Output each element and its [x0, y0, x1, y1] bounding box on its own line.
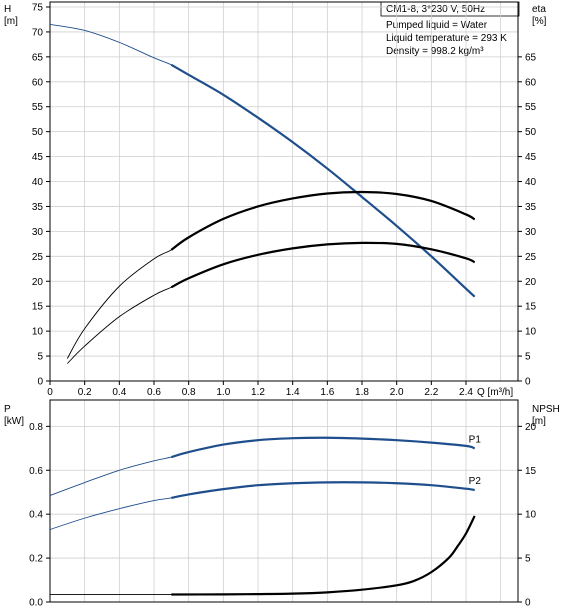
right-tick-label: 60	[525, 77, 537, 88]
left-tick-label: 0.4	[29, 510, 43, 521]
right-tick-label: 35	[525, 202, 537, 213]
left-tick-label: 75	[32, 2, 44, 13]
eta-axis-unit: [%]	[532, 16, 547, 27]
p-axis-label: P	[4, 404, 11, 415]
npsh-axis-unit: [m]	[532, 416, 546, 427]
x-tick-label: 0.6	[147, 387, 161, 398]
x-tick-label: 2.0	[390, 387, 404, 398]
right-tick-label: 40	[525, 177, 537, 188]
right-tick-label: 65	[525, 52, 537, 63]
liquid-label: Pumped liquid = Water	[386, 20, 488, 31]
left-tick-label: 35	[32, 202, 44, 213]
right-tick-label: 10	[525, 510, 537, 521]
curve-series-0-0	[49, 23, 475, 298]
left-tick-label: 0	[37, 377, 43, 388]
curve-operating-range-series-0-1	[170, 190, 476, 251]
right-tick-label: 0	[525, 377, 531, 388]
eta-axis-label: eta	[532, 4, 546, 15]
h-axis-unit: [m]	[4, 16, 18, 27]
right-tick-label: 30	[525, 227, 537, 238]
left-tick-label: 70	[32, 27, 44, 38]
right-tick-label: 10	[525, 327, 537, 338]
left-tick-label: 45	[32, 152, 44, 163]
curve-p2	[49, 481, 475, 530]
x-tick-label: 2.4	[459, 387, 473, 398]
curve-series-0-1	[66, 191, 475, 359]
right-tick-label: 5	[525, 554, 531, 565]
info-box: CM1-8, 3*230 V, 50Hz Pumped liquid = Wat…	[380, 1, 520, 57]
x-tick-label: 1.4	[286, 387, 300, 398]
right-tick-label: 50	[525, 127, 537, 138]
x-tick-label: 0.4	[112, 387, 126, 398]
left-tick-label: 60	[32, 77, 44, 88]
right-tick-label: 55	[525, 102, 537, 113]
x-tick-label: 0	[47, 387, 53, 398]
left-tick-label: 25	[32, 252, 44, 263]
x-tick-label: 0.2	[78, 387, 92, 398]
curve-series-0-2	[67, 242, 475, 364]
right-tick-label: 0	[525, 598, 531, 609]
curve-p1	[49, 437, 475, 496]
q-axis-label: Q [m³/h]	[477, 387, 513, 398]
p-axis-unit: [kW]	[4, 416, 24, 427]
left-tick-label: 10	[32, 327, 44, 338]
right-tick-label: 5	[525, 352, 531, 363]
series-label-p1: P1	[469, 434, 482, 445]
left-tick-label: 65	[32, 52, 44, 63]
product-label: CM1-8, 3*230 V, 50Hz	[386, 4, 485, 15]
h-axis-label: H	[4, 4, 11, 15]
curve-operating-range-series-0-2	[170, 241, 476, 289]
power-npsh-plot: 0.0 0.2 0.4 0.6 0.8 0 5 10 15 20 P1 P2	[29, 399, 537, 609]
x-tick-label: 1.0	[216, 387, 230, 398]
curve-operating-range-series-1-2	[171, 515, 476, 596]
left-tick-label: 15	[32, 302, 44, 313]
left-tick-label: 55	[32, 102, 44, 113]
head-efficiency-plot: 0 5 10 15 20 25 30 35 40 45 50 55 60 65 70 75 0 5 10 15 20 25…	[32, 1, 537, 398]
curve-operating-range-series-0-0	[170, 63, 476, 298]
temperature-label: Liquid temperature = 293 K	[386, 33, 507, 44]
right-tick-label: 15	[525, 466, 537, 477]
plot-frame	[49, 1, 519, 382]
curve-operating-range-p2	[171, 481, 475, 500]
x-tick-label: 0.8	[182, 387, 196, 398]
left-tick-label: 0.2	[29, 554, 43, 565]
right-tick-label: 20	[525, 422, 537, 433]
plot-frame	[49, 399, 519, 603]
left-tick-label: 30	[32, 227, 44, 238]
x-tick-label: 1.8	[355, 387, 369, 398]
left-tick-label: 20	[32, 277, 44, 288]
x-tick-label: 1.2	[251, 387, 265, 398]
left-tick-label: 40	[32, 177, 44, 188]
density-label: Density = 998.2 kg/m³	[386, 46, 484, 57]
left-tick-label: 5	[37, 352, 43, 363]
npsh-axis-label: NPSH	[532, 404, 560, 415]
right-tick-label: 25	[525, 252, 537, 263]
right-tick-label: 15	[525, 302, 537, 313]
left-tick-label: 50	[32, 127, 44, 138]
left-tick-label: 0.8	[29, 422, 43, 433]
right-tick-label: 20	[525, 277, 537, 288]
x-tick-label: 1.6	[320, 387, 334, 398]
curve-operating-range-p1	[171, 436, 476, 459]
left-tick-label: 0.6	[29, 466, 43, 477]
series-label-p2: P2	[469, 476, 482, 487]
x-tick-label: 2.2	[424, 387, 438, 398]
right-tick-label: 45	[525, 152, 537, 163]
left-tick-label: 0.0	[29, 598, 43, 609]
